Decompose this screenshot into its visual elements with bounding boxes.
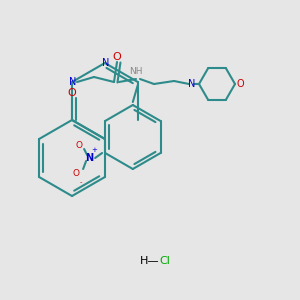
Text: +: + [91,147,97,153]
Text: N: N [102,58,110,68]
Text: —: — [144,256,162,266]
Text: N: N [85,153,93,163]
Text: -: - [80,179,83,185]
Text: O: O [68,88,76,98]
Text: H: H [140,256,148,266]
Text: O: O [76,142,82,151]
Text: N: N [188,79,196,89]
Text: O: O [236,79,244,89]
Text: O: O [112,52,122,62]
Text: O: O [73,169,80,178]
Text: N: N [69,77,77,87]
Text: Cl: Cl [160,256,170,266]
Text: NH: NH [129,67,143,76]
